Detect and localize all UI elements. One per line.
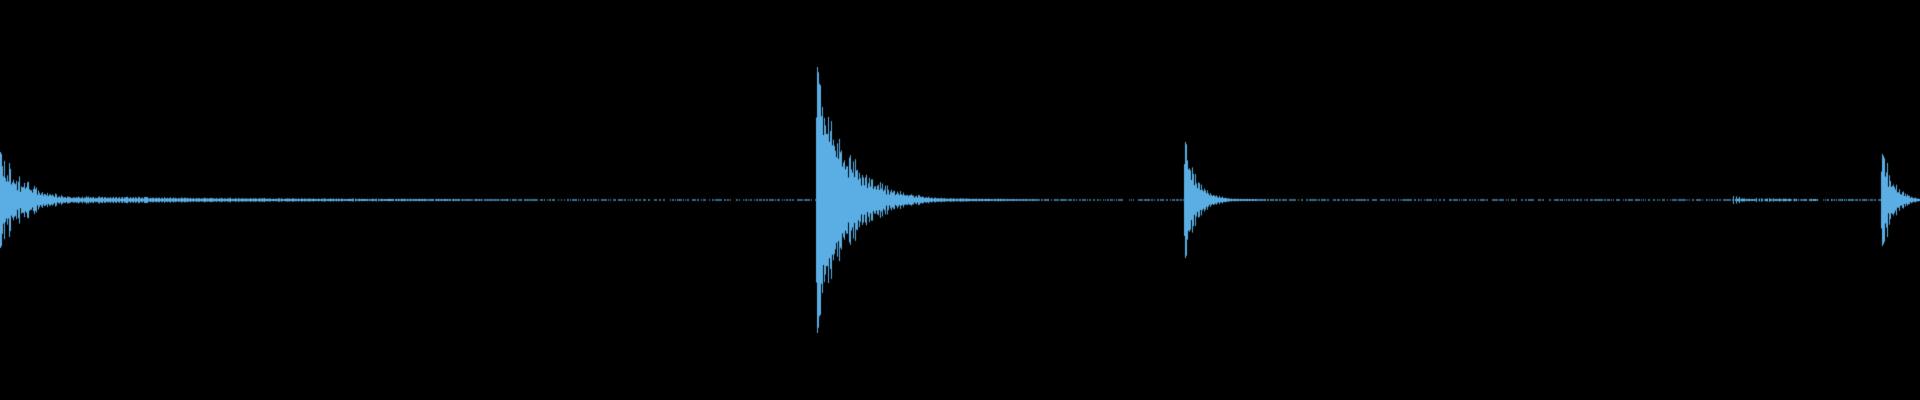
audio-waveform-viewer[interactable] xyxy=(0,0,1920,400)
waveform-canvas[interactable] xyxy=(0,0,1920,400)
